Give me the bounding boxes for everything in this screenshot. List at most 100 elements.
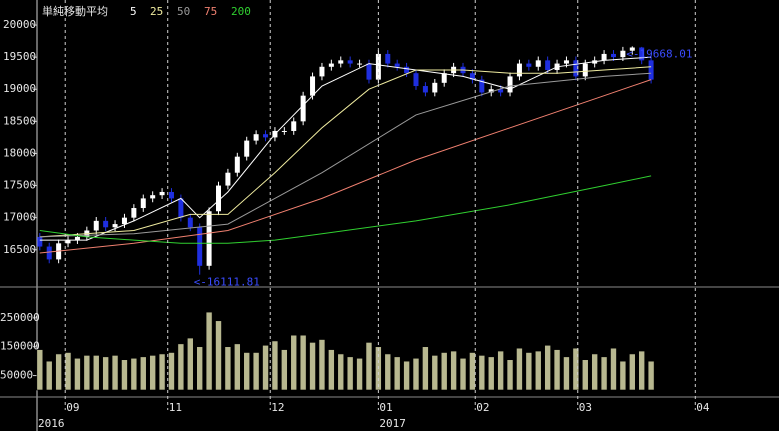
volume-bar (158, 353, 166, 391)
y-tick-label: 19500 (3, 50, 36, 63)
candle-body (103, 220, 109, 228)
volume-bar (450, 350, 457, 391)
volume-bar (224, 346, 232, 391)
volume-bar (638, 350, 645, 391)
candle-body (93, 220, 99, 231)
volume-bar (422, 346, 429, 391)
moving-average-line (39, 56, 652, 241)
volume-bar (487, 356, 495, 391)
volume-bar (440, 352, 448, 391)
candle-body (573, 60, 579, 77)
volume-bar (591, 353, 598, 391)
moving-average-line (39, 66, 652, 238)
volume-bar (92, 355, 100, 391)
volume-bar (459, 357, 467, 391)
year-label: 2016 (38, 417, 65, 430)
candle-body (112, 224, 118, 228)
volume-bar (290, 334, 298, 391)
candle-body (150, 195, 156, 199)
candle-body (441, 73, 447, 83)
candle-body (385, 53, 391, 64)
y-tick-label: 250000 (0, 311, 40, 324)
volume-bar (45, 360, 53, 391)
volume-bar (516, 347, 523, 391)
price-annotation: <-16111.81 (194, 276, 260, 289)
volume-bar (74, 357, 81, 391)
x-tick-label: 03 (579, 401, 592, 414)
candle-body (121, 217, 127, 225)
candle-body (244, 140, 250, 157)
candle-body (639, 47, 645, 61)
volume-bar (469, 352, 476, 391)
volume-bar (83, 355, 91, 391)
candle-body (65, 240, 71, 244)
volume-bar (186, 337, 194, 391)
candle-body (347, 60, 353, 64)
volume-bar (177, 343, 185, 391)
year-label: 2017 (379, 417, 406, 430)
volume-bar (581, 359, 589, 391)
candle-body (234, 156, 240, 173)
volume-bar (563, 356, 570, 391)
legend-label: 200 (231, 5, 251, 18)
candle-body (310, 76, 316, 96)
candle-body (432, 82, 438, 93)
volume-bar (506, 359, 514, 391)
candle-body (159, 191, 165, 196)
legend-label: 50 (177, 5, 190, 18)
volume-bar (497, 350, 504, 391)
legend-label: 5 (130, 5, 137, 18)
volume-bar (262, 344, 269, 391)
candle-body (422, 86, 428, 93)
candle-body (178, 198, 184, 218)
candle-body (46, 246, 52, 260)
candle-body (131, 208, 137, 218)
volume-bar (309, 342, 316, 391)
candle-body (563, 60, 569, 64)
candle-body (187, 217, 193, 228)
candle-body (469, 73, 475, 80)
candle-body (140, 198, 146, 209)
candle-body (37, 236, 43, 247)
candle-body (629, 47, 635, 51)
candle-body (366, 63, 372, 80)
volume-bar (544, 344, 551, 391)
volume-bar (647, 360, 655, 391)
volume-bar (64, 352, 72, 391)
volume-bar (553, 349, 561, 391)
candle-body (338, 60, 344, 64)
volume-bar (168, 352, 175, 391)
x-tick-label: 02 (476, 401, 489, 414)
volume-bar (356, 357, 363, 391)
volume-bar (478, 355, 486, 391)
candle-body (74, 236, 80, 241)
volume-bar (252, 352, 260, 391)
candle-body (168, 191, 174, 199)
volume-bar (572, 347, 580, 391)
volume-bar (139, 356, 147, 391)
price-annotation: <-19668.01 (626, 47, 692, 60)
volume-bar (36, 349, 44, 391)
volume-bar (534, 350, 542, 391)
volume-bar (271, 340, 279, 391)
y-tick-label: 16500 (3, 243, 36, 256)
moving-average-line (39, 72, 652, 238)
candle-body (516, 63, 522, 77)
y-tick-label: 17000 (3, 211, 36, 224)
volume-bar (299, 334, 307, 391)
candle-body (413, 73, 419, 87)
volume-bar (281, 349, 288, 391)
candle-body (216, 185, 222, 212)
volume-bar (328, 349, 335, 391)
candle-body (610, 53, 616, 58)
volume-bar (55, 353, 62, 391)
candle-body (253, 134, 259, 141)
candle-body (328, 63, 334, 67)
y-tick-label: 150000 (0, 340, 40, 353)
volume-bar (628, 353, 636, 391)
legend-label: 25 (150, 5, 163, 18)
x-tick-label: 12 (271, 401, 284, 414)
candle-body (319, 66, 325, 77)
volume-bar (403, 360, 410, 391)
